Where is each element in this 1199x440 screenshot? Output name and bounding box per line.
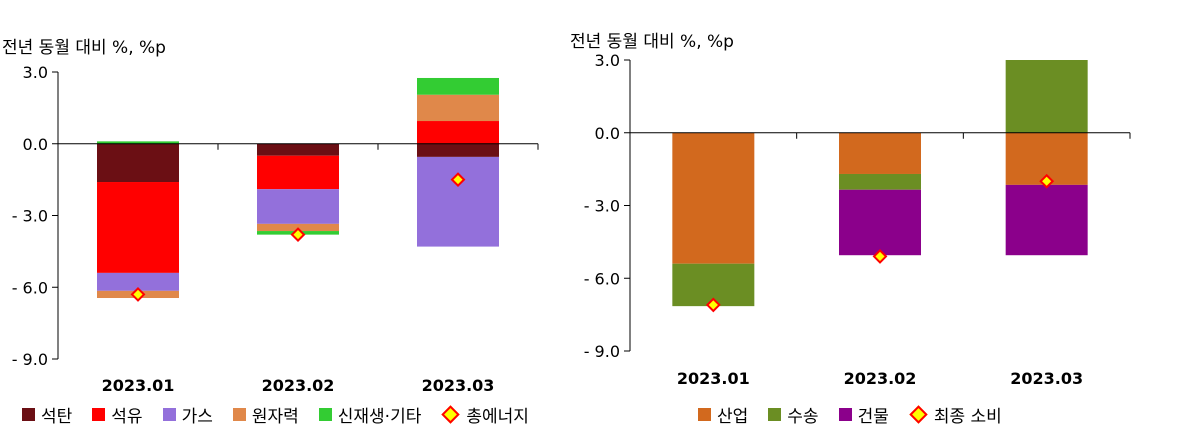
chart-svg-final-consumption: 3.0 0.0 - 3.0 - 6.0 - 9.0 2023.01 2023.02 2023.… — [584, 51, 1131, 388]
bar-신재생-기타-2023-01 — [97, 141, 179, 144]
legend-label: 원자력 — [251, 407, 299, 427]
bar-석탄-2023-02 — [257, 143, 339, 156]
x-category-label: 2023.02 — [844, 369, 917, 388]
legend-swatch — [162, 408, 176, 421]
bar-가스-2023-02 — [257, 189, 339, 224]
total-marker-2023-01 — [130, 287, 146, 302]
legend-swatch — [232, 408, 246, 421]
bar-건물-2023-02 — [839, 189, 921, 256]
y-unit-label: 전년 동월 대비 %, %p — [2, 38, 166, 58]
bar-산업-2023-02 — [839, 132, 921, 174]
legend-item-수송: 수송 — [768, 402, 819, 427]
legend-item-total: 총에너지 — [441, 402, 529, 427]
bar-산업-2023-01 — [672, 132, 755, 264]
total-marker-2023-03 — [1039, 173, 1055, 189]
legend-item-신재생-기타: 신재생·기타 — [318, 402, 422, 427]
legend-diamond-marker — [909, 405, 928, 424]
x-category-label: 2023.01 — [677, 369, 750, 388]
chart-svg-energy-source: 3.0 0.0 - 3.0 - 6.0 - 9.0 2023.01 2023.02 2023.… — [12, 63, 539, 395]
legend-item-total: 최종 소비 — [909, 402, 1002, 427]
legend-swatch — [92, 408, 106, 421]
legend-label: 수송 — [787, 407, 819, 427]
bar-수송-2023-03 — [1005, 60, 1088, 133]
legend-diamond-marker — [441, 405, 461, 424]
y-unit-label: 전년 동월 대비 %, %p — [570, 32, 734, 52]
y-tick-label: - 6.0 — [12, 278, 48, 297]
bar-석유-2023-02 — [257, 155, 339, 190]
legend: 산업 수송 건물 최종 소비 — [698, 402, 1022, 427]
legend-swatch — [318, 408, 332, 421]
bar-가스-2023-03 — [417, 156, 499, 247]
legend-label: 총에너지 — [466, 407, 529, 427]
legend-item-원자력: 원자력 — [232, 402, 299, 427]
legend: 석탄 석유 가스 원자력 신재생·기타 총에너지 — [22, 402, 549, 427]
y-tick-label: - 9.0 — [584, 342, 620, 361]
y-tick-label: 3.0 — [595, 51, 620, 70]
legend-swatch — [768, 408, 782, 421]
total-marker-2023-03 — [450, 172, 466, 188]
legend-item-석탄: 석탄 — [22, 402, 72, 427]
bar-석유-2023-03 — [417, 121, 499, 144]
legend-label: 건물 — [857, 407, 889, 427]
legend-item-가스: 가스 — [162, 402, 213, 427]
y-tick-label: - 9.0 — [12, 350, 48, 369]
legend-label: 산업 — [717, 407, 749, 427]
y-tick-label: - 6.0 — [584, 269, 620, 288]
bar-수송-2023-02 — [839, 173, 921, 190]
bar-석유-2023-01 — [97, 182, 179, 273]
y-tick-label: 0.0 — [595, 124, 620, 143]
bar-석탄-2023-01 — [97, 143, 179, 183]
bar-원자력-2023-03 — [417, 94, 499, 122]
legend-label: 신재생·기타 — [337, 407, 422, 427]
legend-label: 석탄 — [41, 407, 73, 427]
legend-item-건물: 건물 — [838, 402, 889, 427]
legend-label: 가스 — [181, 407, 213, 427]
total-marker-2023-01 — [705, 297, 721, 313]
y-tick-label: - 3.0 — [12, 207, 48, 226]
legend-swatch — [838, 408, 852, 421]
bar-가스-2023-01 — [97, 272, 179, 291]
bar-신재생-기타-2023-03 — [417, 77, 499, 95]
chart-panel-final-consumption: 전년 동월 대비 %, %p 3.0 0.0 - 3.0 - 6.0 - 9.0 2023… — [560, 0, 1199, 440]
legend-swatch — [698, 408, 711, 421]
legend-label: 석유 — [111, 407, 143, 427]
bar-석탄-2023-03 — [417, 143, 499, 157]
legend-swatch — [22, 408, 35, 421]
chart-panel-energy-source: 전년 동월 대비 %, %p 3.0 0.0 - 3.0 - 6.0 - 9.0 2023… — [0, 0, 590, 440]
x-category-label: 2023.02 — [262, 376, 335, 395]
x-category-label: 2023.01 — [102, 376, 175, 395]
y-tick-label: 3.0 — [23, 63, 48, 82]
y-tick-label: - 3.0 — [584, 197, 620, 216]
legend-item-산업: 산업 — [698, 402, 748, 427]
y-tick-label: 0.0 — [23, 135, 48, 154]
total-marker-2023-02 — [872, 249, 888, 264]
legend-item-석유: 석유 — [92, 402, 143, 427]
legend-label: 최종 소비 — [933, 407, 1002, 427]
bar-건물-2023-03 — [1005, 184, 1088, 256]
x-category-label: 2023.03 — [422, 376, 495, 395]
x-category-label: 2023.03 — [1010, 369, 1083, 388]
total-marker-2023-02 — [290, 227, 306, 243]
